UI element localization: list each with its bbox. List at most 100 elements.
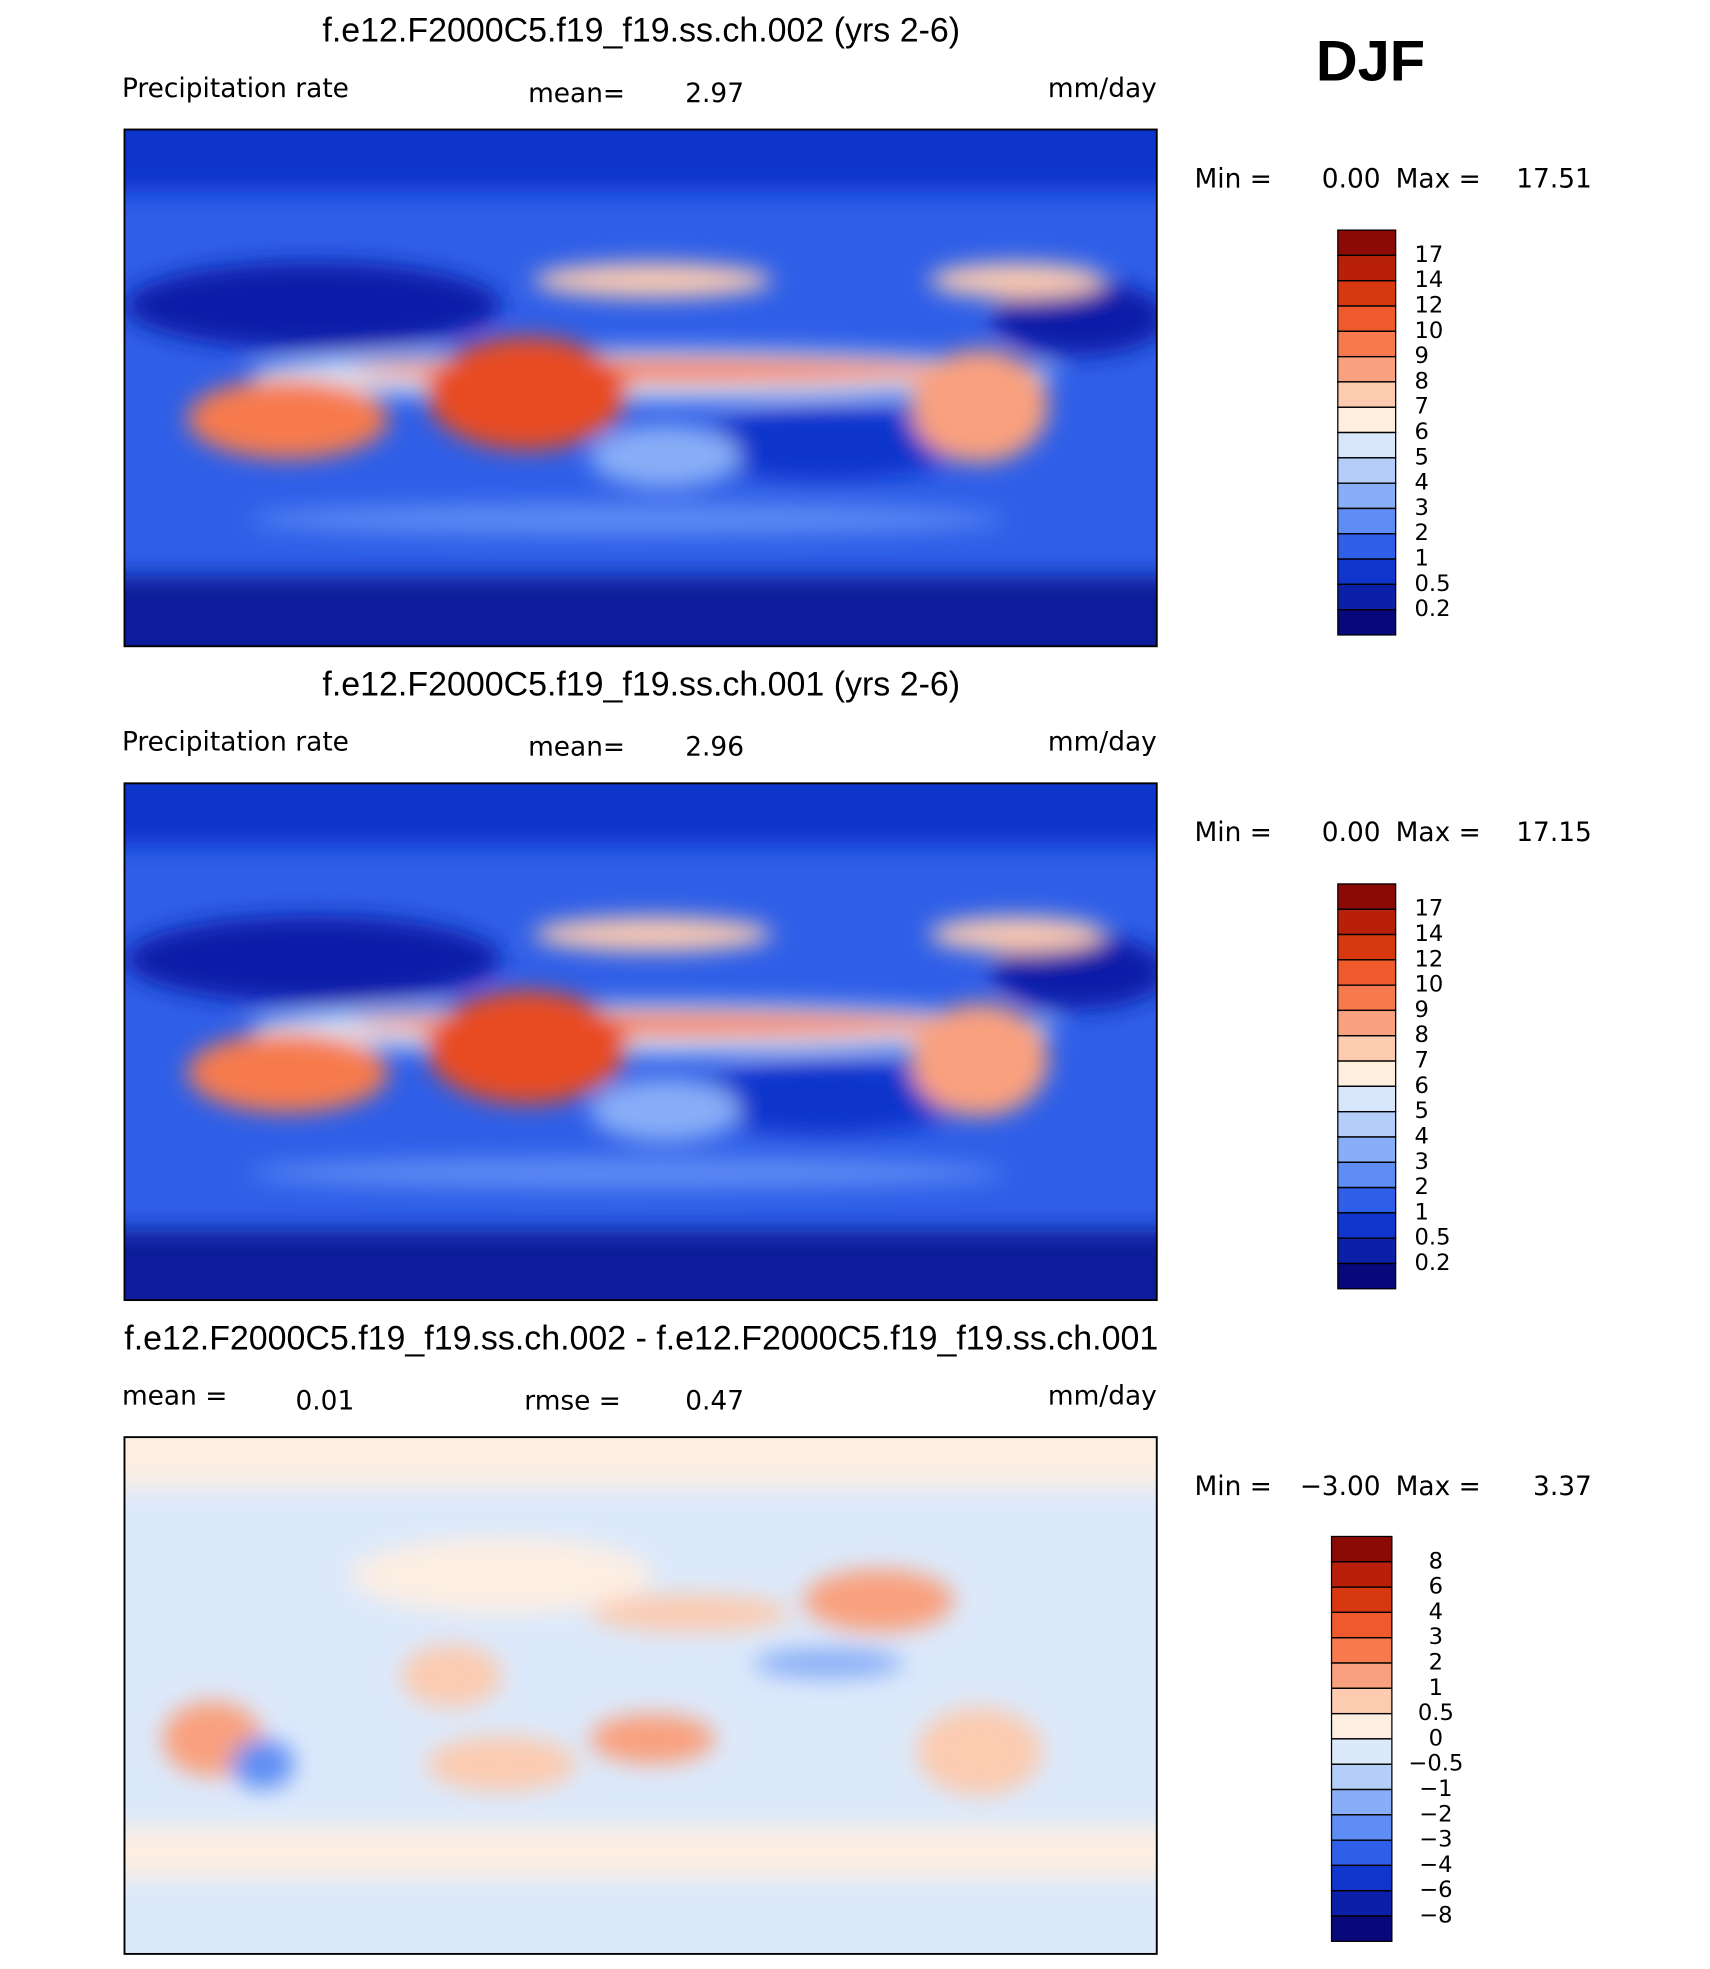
colorbar-label: 0.2: [1415, 1250, 1451, 1276]
colorbar-label: 0.2: [1415, 596, 1451, 622]
max-label: Max =: [1396, 817, 1481, 848]
colorbar-label: 8: [1415, 368, 1429, 394]
colorbar-box: [1337, 305, 1397, 332]
colorbar-label: 4: [1415, 470, 1429, 496]
colorbar-box: [1337, 883, 1397, 910]
colorbar-box: [1337, 431, 1397, 459]
left-label: mean =: [122, 1380, 227, 1411]
min-value: 0.00: [1322, 817, 1381, 848]
colorbar-label: 6: [1415, 1073, 1429, 1099]
colorbar-box: [1337, 1085, 1397, 1113]
map-field: [99, 1412, 1180, 1954]
colorbar-label: −0.5: [1408, 1751, 1463, 1777]
colorbar-box: [1337, 1035, 1397, 1062]
colorbar-box: [1330, 1662, 1393, 1689]
colorbar-box: [1337, 959, 1397, 986]
colorbar-box: [1330, 1586, 1393, 1614]
colorbar-label: −8: [1419, 1903, 1452, 1929]
colorbar-box: [1337, 1262, 1397, 1290]
colorbar-label: 3: [1415, 1149, 1429, 1175]
colorbar-box: [1337, 583, 1397, 611]
colorbar-box: [1337, 984, 1397, 1012]
colorbar-label: 8: [1429, 1548, 1443, 1574]
map-frame: [123, 782, 1158, 1302]
colorbar-box: [1337, 908, 1397, 936]
max-label: Max =: [1396, 163, 1481, 194]
panel-title: f.e12.F2000C5.f19_f19.ss.ch.002 (yrs 2-6…: [322, 12, 960, 50]
colorbar-box: [1330, 1611, 1393, 1639]
stat-label: rmse =: [524, 1385, 621, 1416]
colorbar-label: 12: [1415, 946, 1444, 972]
map-frame: [123, 128, 1158, 648]
colorbar-label: 2: [1415, 520, 1429, 546]
colorbar-label: 6: [1415, 419, 1429, 445]
max-value: 3.37: [1533, 1471, 1592, 1502]
colorbar-label: 6: [1429, 1574, 1443, 1600]
colorbar-box: [1337, 381, 1397, 408]
colorbar-label: 5: [1415, 444, 1429, 470]
colorbar-box: [1337, 533, 1397, 560]
panel-title: f.e12.F2000C5.f19_f19.ss.ch.001 (yrs 2-6…: [322, 665, 960, 703]
colorbar-box: [1337, 457, 1397, 484]
colorbar-label: 9: [1415, 343, 1429, 369]
colorbar-label: 14: [1415, 267, 1444, 293]
colorbar-box: [1337, 933, 1397, 961]
colorbar-label: 9: [1415, 997, 1429, 1023]
colorbar-label: 2: [1429, 1649, 1443, 1675]
colorbar-box: [1337, 609, 1397, 636]
colorbar-box: [1330, 1890, 1393, 1917]
left-value: 0.01: [295, 1385, 354, 1416]
colorbar-box: [1330, 1814, 1393, 1841]
stat-label: mean=: [528, 732, 625, 763]
colorbar-box: [1337, 1060, 1397, 1087]
min-label: Min =: [1194, 163, 1271, 194]
colorbar-label: 5: [1415, 1098, 1429, 1124]
season-label: DJF: [1316, 30, 1425, 94]
colorbar-label: 17: [1415, 242, 1444, 268]
stat-value: 2.97: [685, 78, 744, 109]
units: mm/day: [1048, 727, 1157, 758]
colorbar-box: [1337, 1136, 1397, 1163]
colorbar-box: [1330, 1738, 1393, 1765]
panel-title: f.e12.F2000C5.f19_f19.ss.ch.002 - f.e12.…: [124, 1319, 1158, 1357]
colorbar-label: 7: [1415, 394, 1429, 420]
colorbar-box: [1330, 1788, 1393, 1816]
colorbar-label: 1: [1415, 546, 1429, 572]
colorbar-label: −4: [1419, 1852, 1452, 1878]
map-field: [99, 758, 1180, 1330]
left-label: Precipitation rate: [122, 73, 349, 104]
colorbar-box: [1337, 1186, 1397, 1214]
colorbar-box: [1330, 1915, 1393, 1942]
map-frame: [123, 1436, 1158, 1955]
stat-label: mean=: [528, 78, 625, 109]
colorbar-box: [1337, 355, 1397, 383]
colorbar-box: [1337, 254, 1397, 282]
colorbar-label: 3: [1415, 495, 1429, 521]
colorbar-box: [1337, 1009, 1397, 1037]
colorbar-box: [1330, 1864, 1393, 1892]
stat-value: 2.96: [685, 732, 744, 763]
min-label: Min =: [1194, 817, 1271, 848]
colorbar-label: 0.5: [1418, 1700, 1454, 1726]
max-label: Max =: [1396, 1471, 1481, 1502]
min-label: Min =: [1194, 1471, 1271, 1502]
units: mm/day: [1048, 1380, 1157, 1411]
colorbar-box: [1337, 507, 1397, 535]
colorbar-label: 3: [1429, 1624, 1443, 1650]
colorbar-label: 17: [1415, 896, 1444, 922]
colorbar-label: 0.5: [1415, 571, 1451, 597]
colorbar-label: 2: [1415, 1174, 1429, 1200]
colorbar-box: [1337, 1161, 1397, 1189]
colorbar-label: 10: [1415, 972, 1444, 998]
colorbar-box: [1330, 1637, 1393, 1664]
colorbar-label: −6: [1419, 1877, 1452, 1903]
min-value: −3.00: [1300, 1471, 1381, 1502]
min-value: 0.00: [1322, 163, 1381, 194]
colorbar-label: 0.5: [1415, 1225, 1451, 1251]
colorbar-label: 7: [1415, 1048, 1429, 1074]
map-field: [99, 104, 1180, 676]
colorbar-label: −3: [1419, 1827, 1452, 1853]
colorbar-box: [1337, 330, 1397, 358]
colorbar-box: [1337, 280, 1397, 307]
